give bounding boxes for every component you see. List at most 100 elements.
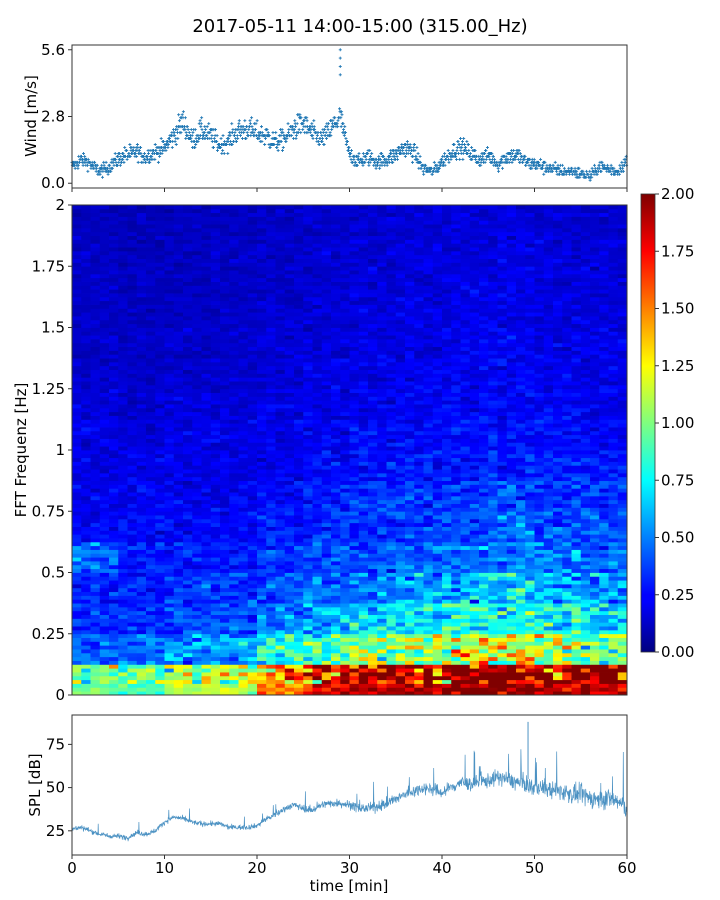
spectrogram-cell xyxy=(432,511,443,516)
spectrogram-cell xyxy=(469,591,480,596)
spectrogram-cell xyxy=(321,587,332,593)
spectrogram-cell xyxy=(506,438,517,443)
spectrogram-cell xyxy=(386,419,397,424)
spectrogram-cell xyxy=(395,534,406,539)
spectrogram-cell xyxy=(571,595,582,600)
spectrogram-cell xyxy=(247,637,258,642)
spectrogram-cell xyxy=(247,450,258,455)
spectrogram-cell xyxy=(368,469,378,474)
spectrogram-cell xyxy=(173,480,184,485)
spectrogram-cell xyxy=(340,472,350,478)
spectrogram-cell xyxy=(534,515,545,520)
spectrogram-cell xyxy=(201,415,212,420)
spectrogram-cell xyxy=(164,503,175,508)
spectrogram-cell xyxy=(534,442,545,447)
spectrogram-cell xyxy=(479,461,489,466)
spectrogram-cell xyxy=(497,530,508,535)
spectrogram-cell xyxy=(210,534,221,539)
spectrogram-cell xyxy=(90,649,101,654)
spectrogram-cell xyxy=(506,446,517,451)
spectrogram-cell xyxy=(516,438,526,443)
spectrogram-cell xyxy=(469,672,480,677)
spectrogram-cell xyxy=(312,599,323,604)
spectrogram-cell xyxy=(340,457,350,462)
spectrogram-cell xyxy=(497,675,508,681)
spectrogram-cell xyxy=(479,561,489,566)
spectrogram-cell xyxy=(442,392,452,397)
spectrogram-cell xyxy=(590,564,600,570)
spectrogram-cell xyxy=(284,377,295,382)
spectrogram-cell xyxy=(284,672,295,677)
spectrogram-cell xyxy=(460,606,471,612)
spectrogram-cell xyxy=(386,553,397,558)
spectrogram-cell xyxy=(358,488,369,493)
spectrogram-cell xyxy=(81,492,91,497)
spectrogram-cell xyxy=(534,388,545,393)
spectrogram-cell xyxy=(405,472,415,478)
spectrogram-cell xyxy=(146,683,156,688)
spectrogram-cell xyxy=(312,392,323,397)
spectrogram-cell xyxy=(284,396,295,401)
spectrogram-cell xyxy=(118,572,128,577)
spectrogram-cell xyxy=(442,377,452,382)
spectrogram-cell xyxy=(571,480,582,485)
spectrogram-cell xyxy=(368,652,378,658)
spectrogram-cell xyxy=(331,476,341,482)
spectrogram-cell xyxy=(432,526,443,531)
spectrogram-cell xyxy=(617,545,628,550)
spectrogram-cell xyxy=(321,469,332,474)
spectrogram-cell xyxy=(155,476,165,482)
spectrogram-cell xyxy=(294,499,304,504)
spectrogram-cell xyxy=(525,561,535,566)
spectrogram-cell xyxy=(349,534,360,539)
spectrogram-cell xyxy=(183,606,193,612)
spectrogram-cell xyxy=(127,518,138,524)
spectrogram-cell xyxy=(238,572,249,577)
spectrogram-cell xyxy=(164,606,175,612)
spectrogram-cell xyxy=(617,683,628,688)
spectrogram-cell xyxy=(349,484,360,489)
spectrogram-cell xyxy=(284,518,295,524)
spectrogram-cell xyxy=(118,469,128,474)
spectrogram-cell xyxy=(173,469,184,474)
spectrogram-cell xyxy=(201,507,212,512)
spectrogram-cell xyxy=(488,388,498,393)
spectrogram-cell xyxy=(257,553,267,558)
spectrogram-cell xyxy=(451,484,461,489)
spectrogram-cell xyxy=(210,672,221,677)
spectrogram-cell xyxy=(118,396,128,401)
spectrogram-cell xyxy=(127,610,138,616)
spectrogram-cell xyxy=(451,469,461,474)
spectrogram-cell xyxy=(506,518,517,524)
spectrogram-cell xyxy=(294,434,304,439)
spectrogram-cell xyxy=(469,377,480,382)
spectrogram-cell xyxy=(173,664,184,669)
spectrogram-cell xyxy=(173,553,184,558)
spectrogram-cell xyxy=(146,553,156,558)
spectrogram-cell xyxy=(358,400,369,405)
spectrogram-cell xyxy=(469,388,480,393)
spectrogram-cell xyxy=(358,675,369,681)
spectrogram-cell xyxy=(525,469,535,474)
spectrogram-cell xyxy=(90,637,101,642)
spectrogram-cell xyxy=(312,457,323,462)
spectrogram-cell xyxy=(368,492,378,497)
spectrogram-cell xyxy=(377,649,387,654)
spectrogram-cell xyxy=(229,511,239,516)
spectrogram-cell xyxy=(608,404,619,409)
spectrogram-cell xyxy=(136,404,147,409)
spectrogram-cell xyxy=(90,633,101,638)
spectrogram-cell xyxy=(562,450,572,455)
spectrogram-cell xyxy=(488,691,498,696)
spectrogram-cell xyxy=(229,522,239,527)
spectrogram-cell xyxy=(164,492,175,497)
spectrogram-cell xyxy=(247,492,258,497)
spectrogram-cell xyxy=(331,660,341,665)
spectrogram-cell xyxy=(155,599,165,604)
spectrogram-cell xyxy=(99,469,110,474)
spectrogram-cell xyxy=(405,495,415,501)
spectrogram-cell xyxy=(146,599,156,604)
spectrogram-cell xyxy=(469,430,480,436)
spectrogram-cell xyxy=(405,641,415,646)
spectrogram-cell xyxy=(423,438,434,443)
